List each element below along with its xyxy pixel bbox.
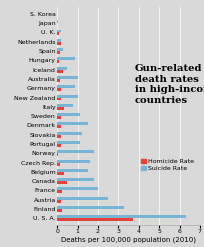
Bar	[57, 116, 61, 119]
Bar	[57, 181, 67, 184]
Bar	[57, 48, 63, 51]
Bar	[57, 169, 88, 172]
Bar	[57, 70, 63, 73]
Bar	[57, 150, 94, 153]
Bar	[57, 206, 124, 209]
Bar	[57, 125, 61, 128]
Bar	[57, 178, 94, 181]
Bar	[57, 88, 61, 91]
Bar	[57, 57, 75, 60]
Bar	[57, 209, 62, 212]
Bar	[57, 141, 80, 144]
Bar	[57, 132, 82, 135]
Text: Gun-related
death rates
in high-income
countries: Gun-related death rates in high-income c…	[135, 64, 204, 105]
Bar	[57, 153, 58, 156]
Bar	[57, 33, 59, 36]
Bar	[57, 107, 64, 110]
Bar	[57, 76, 78, 79]
Bar	[57, 104, 73, 107]
Bar	[57, 197, 108, 200]
Bar	[57, 20, 58, 23]
Bar	[57, 218, 133, 221]
Bar	[57, 95, 78, 98]
X-axis label: Deaths per 100,000 population (2010): Deaths per 100,000 population (2010)	[61, 237, 196, 243]
Bar	[57, 172, 64, 175]
Bar	[57, 67, 67, 70]
Bar	[57, 113, 80, 116]
Legend: Homicide Rate, Suicide Rate: Homicide Rate, Suicide Rate	[139, 156, 197, 174]
Bar	[57, 60, 59, 63]
Bar	[57, 30, 61, 33]
Bar	[57, 98, 61, 101]
Bar	[57, 215, 186, 218]
Bar	[57, 200, 61, 203]
Bar	[57, 135, 61, 138]
Bar	[57, 144, 61, 147]
Bar	[57, 187, 98, 190]
Bar	[57, 163, 60, 165]
Bar	[57, 39, 61, 42]
Bar	[57, 160, 90, 163]
Bar	[57, 79, 60, 82]
Bar	[57, 85, 75, 88]
Bar	[57, 51, 60, 54]
Bar	[57, 123, 88, 125]
Bar	[57, 190, 62, 193]
Bar	[57, 42, 61, 45]
